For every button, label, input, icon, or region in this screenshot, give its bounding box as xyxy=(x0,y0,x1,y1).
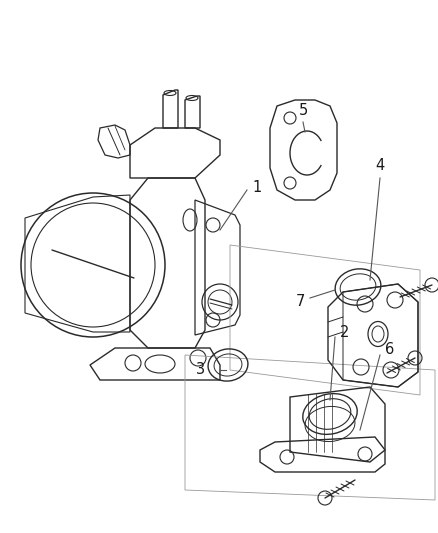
Text: 4: 4 xyxy=(374,158,384,173)
Text: 7: 7 xyxy=(295,295,304,310)
Text: 3: 3 xyxy=(195,362,205,377)
Text: 1: 1 xyxy=(251,181,261,196)
Text: 5: 5 xyxy=(298,103,307,118)
Text: 2: 2 xyxy=(339,326,349,341)
Text: 6: 6 xyxy=(384,343,393,358)
